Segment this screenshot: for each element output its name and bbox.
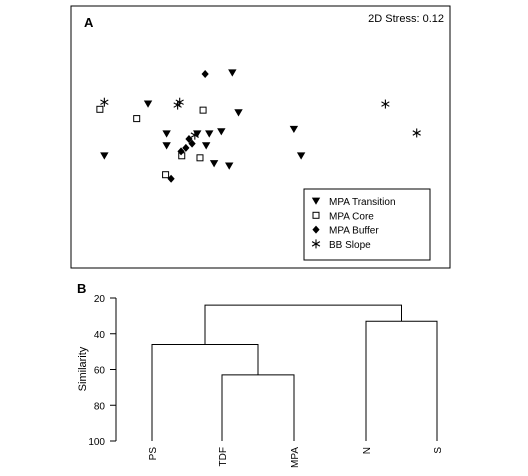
data-point-diamond — [188, 139, 196, 148]
panel-b-label: B — [77, 281, 86, 296]
legend-marker-diamond — [312, 225, 320, 234]
data-point-triangle-down — [143, 100, 153, 108]
data-point-triangle-down — [205, 130, 214, 138]
leaf-labels: PS TDF MPA N S — [148, 447, 444, 468]
dendrogram-link — [365, 320, 438, 441]
data-point-asterisk — [381, 99, 390, 109]
y-tick-label: 100 — [88, 437, 105, 448]
legend-box — [303, 188, 431, 261]
legend-marker-asterisk — [311, 239, 321, 249]
ordination-frame — [70, 5, 451, 269]
data-point-triangle-down — [162, 130, 171, 138]
data-point-square-open — [199, 106, 207, 114]
dendrogram-branches — [151, 304, 438, 441]
data-point-square-open — [96, 105, 104, 113]
data-point-asterisk — [190, 130, 199, 140]
leaf-label: TDF — [218, 447, 229, 466]
data-point-diamond — [167, 174, 175, 183]
legend-entries: MPA Transition MPA Core MPA Buffer BB Slope — [311, 197, 396, 251]
y-axis-label: Similarity — [77, 346, 89, 391]
leaf-label: S — [433, 447, 444, 454]
data-point-triangle-down — [289, 125, 299, 134]
ordination-points — [96, 69, 421, 183]
data-point-square-open — [162, 171, 170, 179]
panel-a: A 2D Stress: 0.12 MPA Transition MPA Core… — [70, 5, 451, 269]
data-point-asterisk — [100, 97, 109, 107]
data-point-triangle-down — [209, 160, 219, 168]
legend-marker-triangle-down — [311, 197, 321, 205]
data-point-triangle-down — [201, 142, 211, 150]
leaf-label: PS — [148, 447, 159, 461]
y-tick-label: 80 — [94, 401, 106, 412]
data-point-triangle-down — [100, 152, 109, 160]
legend-label: MPA Buffer — [329, 226, 379, 237]
legend-label: MPA Core — [329, 211, 374, 222]
legend: MPA Transition MPA Core MPA Buffer BB Slope — [303, 188, 431, 261]
leaf-label: N — [362, 447, 373, 454]
y-axis-ticks: 20 40 60 80 100 — [88, 294, 116, 448]
stress-label: 2D Stress: 0.12 — [368, 13, 444, 25]
legend-label: BB Slope — [329, 240, 371, 251]
dendrogram-link — [221, 374, 295, 441]
legend-marker-square-open — [312, 211, 320, 219]
data-point-triangle-down — [228, 69, 237, 77]
dendrogram-link — [151, 343, 259, 441]
data-point-triangle-down — [234, 109, 243, 117]
panel-a-label: A — [84, 15, 94, 30]
leaf-label: MPA — [290, 447, 301, 468]
y-tick-label: 20 — [94, 294, 106, 305]
data-point-square-open — [196, 154, 204, 162]
data-point-triangle-down — [162, 142, 171, 150]
data-point-triangle-down — [217, 128, 226, 136]
y-tick-label: 40 — [94, 330, 106, 341]
panel-b: B Similarity 20 40 60 80 100 PS TDF MPA N S — [77, 281, 444, 468]
y-tick-label: 60 — [94, 366, 106, 377]
data-point-diamond — [177, 147, 185, 156]
data-point-square-open — [133, 115, 141, 123]
data-point-diamond — [201, 69, 209, 78]
data-point-asterisk — [412, 128, 421, 138]
data-point-triangle-down — [225, 162, 234, 170]
data-point-asterisk — [173, 100, 182, 110]
dendrogram-link — [204, 304, 402, 345]
data-point-triangle-down — [296, 152, 306, 160]
data-point-diamond — [182, 143, 190, 152]
legend-label: MPA Transition — [329, 197, 396, 208]
